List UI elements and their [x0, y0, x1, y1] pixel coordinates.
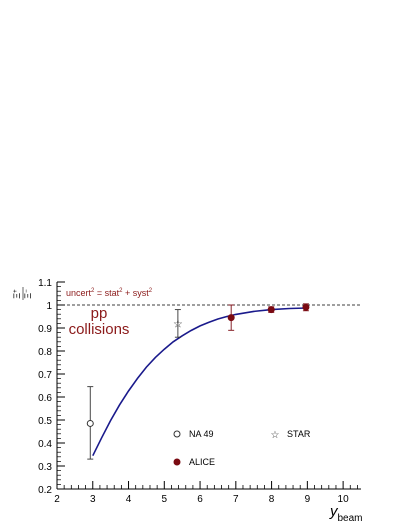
x-tick-label: 3: [90, 494, 96, 505]
system-annotation-line2: collisions: [69, 321, 130, 338]
y-tick-label: 0.6: [38, 393, 52, 404]
legend-label-alice: ALICE: [189, 457, 215, 467]
legend: NA 49 ☆ STAR ALICE: [173, 429, 311, 467]
legend-marker-alice: [173, 458, 181, 466]
x-tick-label: 8: [269, 494, 275, 505]
svg-text:Ξ+: Ξ+: [12, 289, 22, 299]
data-point-na49: [86, 419, 94, 427]
data-point-alice: [302, 303, 310, 311]
x-tick-label: 5: [162, 494, 168, 505]
uncertainty-annotation: uncert2 = stat2 + syst2: [66, 288, 153, 298]
y-tick-label: 0.8: [38, 347, 52, 358]
y-tick-label: 0.9: [38, 324, 52, 335]
legend-marker-star: ☆: [271, 430, 280, 441]
x-tick-label: 10: [338, 494, 350, 505]
data-point-alice: [267, 306, 275, 314]
legend-marker-na49: [173, 430, 181, 438]
data-point-alice: [227, 314, 235, 322]
y-tick-label: 0.4: [38, 439, 52, 450]
y-tick-label: 0.2: [38, 485, 52, 496]
data-markers: ☆: [86, 303, 310, 460]
svg-text:Ξ−: Ξ−: [23, 289, 33, 299]
y-tick-label: 1: [46, 301, 52, 312]
x-axis-label: ybeam: [329, 503, 363, 524]
system-annotation-line1: pp: [91, 305, 108, 322]
x-tick-label: 6: [197, 494, 203, 505]
axis-ticks: 2 3 4 5 6 7 8 9 10 0.2 0.3 0.4 0.5 0.6 0.7 0.8 0.9 1 1.1: [38, 278, 358, 505]
y-tick-label: 0.7: [38, 370, 52, 381]
x-tick-label: 7: [233, 494, 239, 505]
x-tick-label: 9: [305, 494, 311, 505]
x-tick-label: 4: [126, 494, 132, 505]
y-tick-label: 0.3: [38, 462, 52, 473]
y-tick-label: 0.5: [38, 416, 52, 427]
legend-label-star: STAR: [287, 429, 311, 439]
data-point-star: ☆: [173, 318, 183, 330]
y-tick-label: 1.1: [38, 278, 52, 289]
fit-curve: [92, 307, 308, 457]
y-axis-label: Ξ+ Ξ−: [12, 287, 33, 300]
legend-label-na49: NA 49: [189, 429, 214, 439]
x-tick-label: 2: [54, 494, 60, 505]
